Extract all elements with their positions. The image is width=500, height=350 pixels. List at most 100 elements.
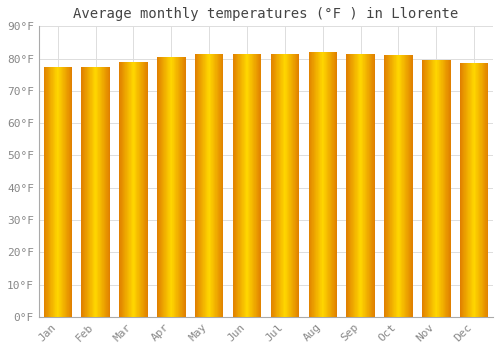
Bar: [206, 54, 207, 317]
Bar: [460, 63, 461, 317]
Bar: [56, 66, 57, 317]
Bar: [170, 57, 171, 317]
Bar: [140, 62, 141, 317]
Bar: [357, 54, 358, 317]
Bar: [71, 66, 72, 317]
Bar: [384, 55, 385, 317]
Bar: [134, 62, 135, 317]
Bar: [470, 63, 472, 317]
Bar: [364, 54, 365, 317]
Bar: [96, 66, 98, 317]
Bar: [204, 54, 205, 317]
Bar: [65, 66, 66, 317]
Bar: [280, 54, 281, 317]
Bar: [251, 54, 252, 317]
Bar: [135, 62, 136, 317]
Bar: [103, 66, 104, 317]
Bar: [320, 52, 321, 317]
Bar: [432, 60, 433, 317]
Bar: [173, 57, 174, 317]
Bar: [213, 54, 214, 317]
Bar: [137, 62, 138, 317]
Bar: [172, 57, 173, 317]
Bar: [374, 54, 375, 317]
Bar: [287, 54, 288, 317]
Bar: [470, 63, 471, 317]
Bar: [360, 54, 361, 317]
Bar: [62, 66, 63, 317]
Bar: [162, 57, 163, 317]
Bar: [128, 62, 129, 317]
Bar: [385, 55, 386, 317]
Title: Average monthly temperatures (°F ) in Llorente: Average monthly temperatures (°F ) in Ll…: [74, 7, 458, 21]
Bar: [260, 54, 261, 317]
Bar: [441, 60, 442, 317]
Bar: [257, 54, 258, 317]
Bar: [159, 57, 160, 317]
Bar: [47, 66, 48, 317]
Bar: [274, 54, 275, 317]
Bar: [48, 66, 50, 317]
Bar: [436, 60, 437, 317]
Bar: [276, 54, 277, 317]
Bar: [368, 54, 369, 317]
Bar: [435, 60, 436, 317]
Bar: [122, 62, 124, 317]
Bar: [331, 52, 332, 317]
Bar: [258, 54, 259, 317]
Bar: [239, 54, 240, 317]
Bar: [70, 66, 71, 317]
Bar: [215, 54, 216, 317]
Bar: [439, 60, 440, 317]
Bar: [270, 54, 272, 317]
Bar: [479, 63, 480, 317]
Bar: [322, 52, 324, 317]
Bar: [52, 66, 53, 317]
Bar: [324, 52, 325, 317]
Bar: [108, 66, 110, 317]
Bar: [104, 66, 106, 317]
Bar: [243, 54, 244, 317]
Bar: [60, 66, 61, 317]
Bar: [129, 62, 130, 317]
Bar: [259, 54, 260, 317]
Bar: [126, 62, 127, 317]
Bar: [390, 55, 391, 317]
Bar: [210, 54, 211, 317]
Bar: [484, 63, 485, 317]
Bar: [410, 55, 411, 317]
Bar: [334, 52, 335, 317]
Bar: [477, 63, 478, 317]
Bar: [406, 55, 407, 317]
Bar: [336, 52, 337, 317]
Bar: [480, 63, 481, 317]
Bar: [252, 54, 254, 317]
Bar: [386, 55, 387, 317]
Bar: [120, 62, 121, 317]
Bar: [332, 52, 333, 317]
Bar: [158, 57, 159, 317]
Bar: [54, 66, 55, 317]
Bar: [354, 54, 355, 317]
Bar: [244, 54, 246, 317]
Bar: [164, 57, 165, 317]
Bar: [482, 63, 484, 317]
Bar: [250, 54, 251, 317]
Bar: [53, 66, 54, 317]
Bar: [195, 54, 196, 317]
Bar: [55, 66, 56, 317]
Bar: [83, 66, 84, 317]
Bar: [407, 55, 408, 317]
Bar: [180, 57, 181, 317]
Bar: [473, 63, 474, 317]
Bar: [403, 55, 404, 317]
Bar: [333, 52, 334, 317]
Bar: [297, 54, 298, 317]
Bar: [438, 60, 439, 317]
Bar: [145, 62, 146, 317]
Bar: [198, 54, 199, 317]
Bar: [181, 57, 182, 317]
Bar: [372, 54, 373, 317]
Bar: [295, 54, 296, 317]
Bar: [253, 54, 254, 317]
